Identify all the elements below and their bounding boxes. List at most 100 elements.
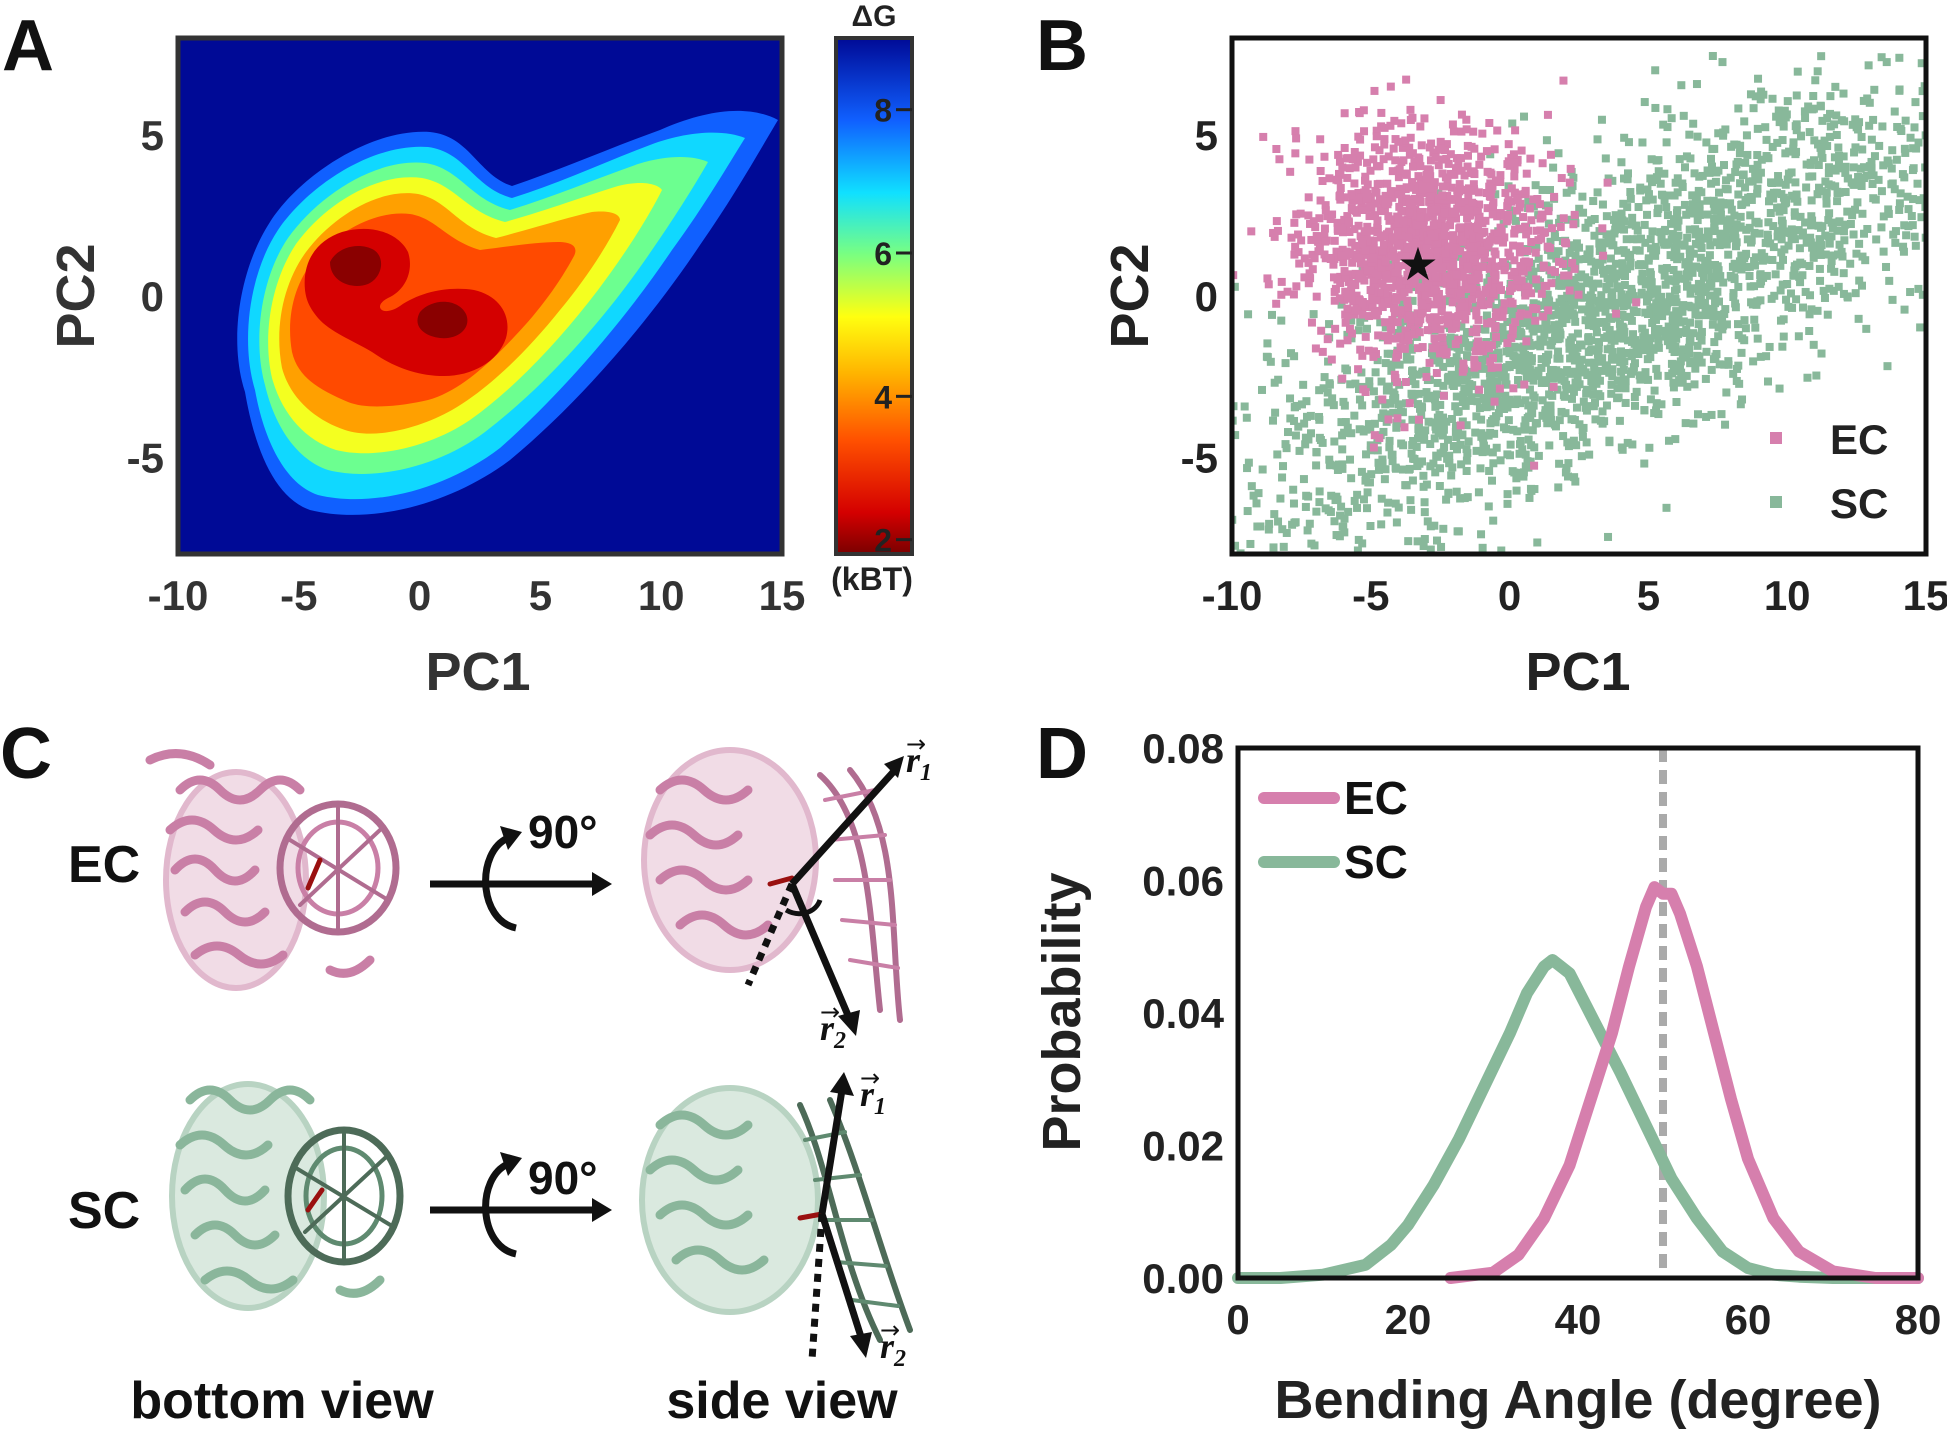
scatter-point [1439,381,1448,390]
scatter-point [1345,164,1354,173]
scatter-point [1563,438,1572,447]
scatter-point [1407,505,1416,514]
scatter-point [1580,293,1589,302]
scatter-point [1328,210,1337,219]
scatter-point [1466,186,1475,195]
scatter-point [1652,156,1661,165]
scatter-point [1723,218,1732,227]
scatter-point [1895,205,1904,214]
scatter-point [1487,476,1496,485]
scatter-point [1647,155,1656,164]
scatter-point [1590,358,1599,367]
scatter-point [1521,291,1530,300]
scatter-point [1466,168,1475,177]
scatter-point [1547,279,1556,288]
scatter-point [1510,172,1519,181]
scatter-point [1586,304,1595,313]
scatter-point [1511,225,1520,234]
scatter-point [1439,425,1448,434]
scatter-point [1766,208,1775,217]
scatter-point [1336,184,1345,193]
scatter-point [1407,265,1416,274]
scatter-point [1272,299,1281,308]
scatter-point [1637,275,1646,284]
scatter-point [1607,389,1616,398]
scatter-point [1594,279,1603,288]
scatter-point [1840,236,1849,245]
scatter-point [1643,185,1652,194]
scatter-point [1336,170,1345,179]
scatter-point [1388,315,1397,324]
scatter-point [1434,418,1443,427]
scatter-point [1461,185,1470,194]
scatter-point [1411,380,1420,389]
scatter-point [1588,381,1597,390]
scatter-point [1521,396,1530,405]
scatter-point [1902,231,1911,240]
scatter-point [1602,361,1611,370]
scatter-point [1753,189,1762,198]
scatter-point [1657,298,1666,307]
scatter-point [1631,336,1640,345]
scatter-point [1304,211,1313,220]
scatter-point [1885,276,1894,285]
scatter-point [1618,259,1627,268]
scatter-point [1851,115,1860,124]
scatter-points [1232,51,1926,554]
scatter-point [1577,452,1586,461]
scatter-point [1816,239,1825,248]
scatter-point [1538,396,1547,405]
scatter-point [1712,238,1721,247]
scatter-point [1485,344,1494,353]
scatter-point [1683,282,1692,291]
scatter-point [1404,537,1413,546]
scatter-point [1510,468,1519,477]
scatter-point [1908,221,1917,230]
scatter-point [1569,384,1578,393]
scatter-point [1435,344,1444,353]
y-tick-label: 0.08 [1142,725,1224,772]
scatter-point [1669,378,1678,387]
scatter-point [1527,441,1536,450]
scatter-point [1506,451,1515,460]
scatter-point [1481,289,1490,298]
scatter-point [1676,357,1685,366]
scatter-point [1629,348,1638,357]
scatter-point [1384,382,1393,391]
scatter-point [1703,210,1712,219]
scatter-point [1475,290,1484,299]
scatter-point [1330,437,1339,446]
scatter-point [1504,196,1513,205]
scatter-point [1410,194,1419,203]
scatter-point [1405,199,1414,208]
scatter-point [1724,357,1733,366]
scatter-point [1682,328,1691,337]
scatter-point [1816,246,1825,255]
scatter-point [1562,380,1571,389]
scatter-point [1348,196,1357,205]
scatter-point [1421,291,1430,300]
scatter-point [1714,332,1723,341]
scatter-point [1702,138,1711,147]
scatter-point [1342,247,1351,256]
line-chart-y-axis-label: Probability [1032,872,1092,1151]
scatter-point [1510,165,1519,174]
scatter-point [1287,233,1296,242]
scatter-point [1323,335,1332,344]
scatter-point [1326,507,1335,516]
scatter-point [1559,214,1568,223]
scatter-point [1258,465,1267,474]
scatter-point [1279,462,1288,471]
scatter-point [1584,337,1593,346]
scatter-point [1746,211,1755,220]
scatter-point [1809,340,1818,349]
scatter-point [1839,227,1848,236]
scatter-point [1341,318,1350,327]
scatter-point [1396,343,1405,352]
scatter-point [1511,126,1520,135]
scatter-point [1491,322,1500,331]
scatter-point [1741,158,1750,167]
scatter-point [1458,257,1467,266]
scatter-point [1335,157,1344,166]
scatter-point [1498,258,1507,267]
